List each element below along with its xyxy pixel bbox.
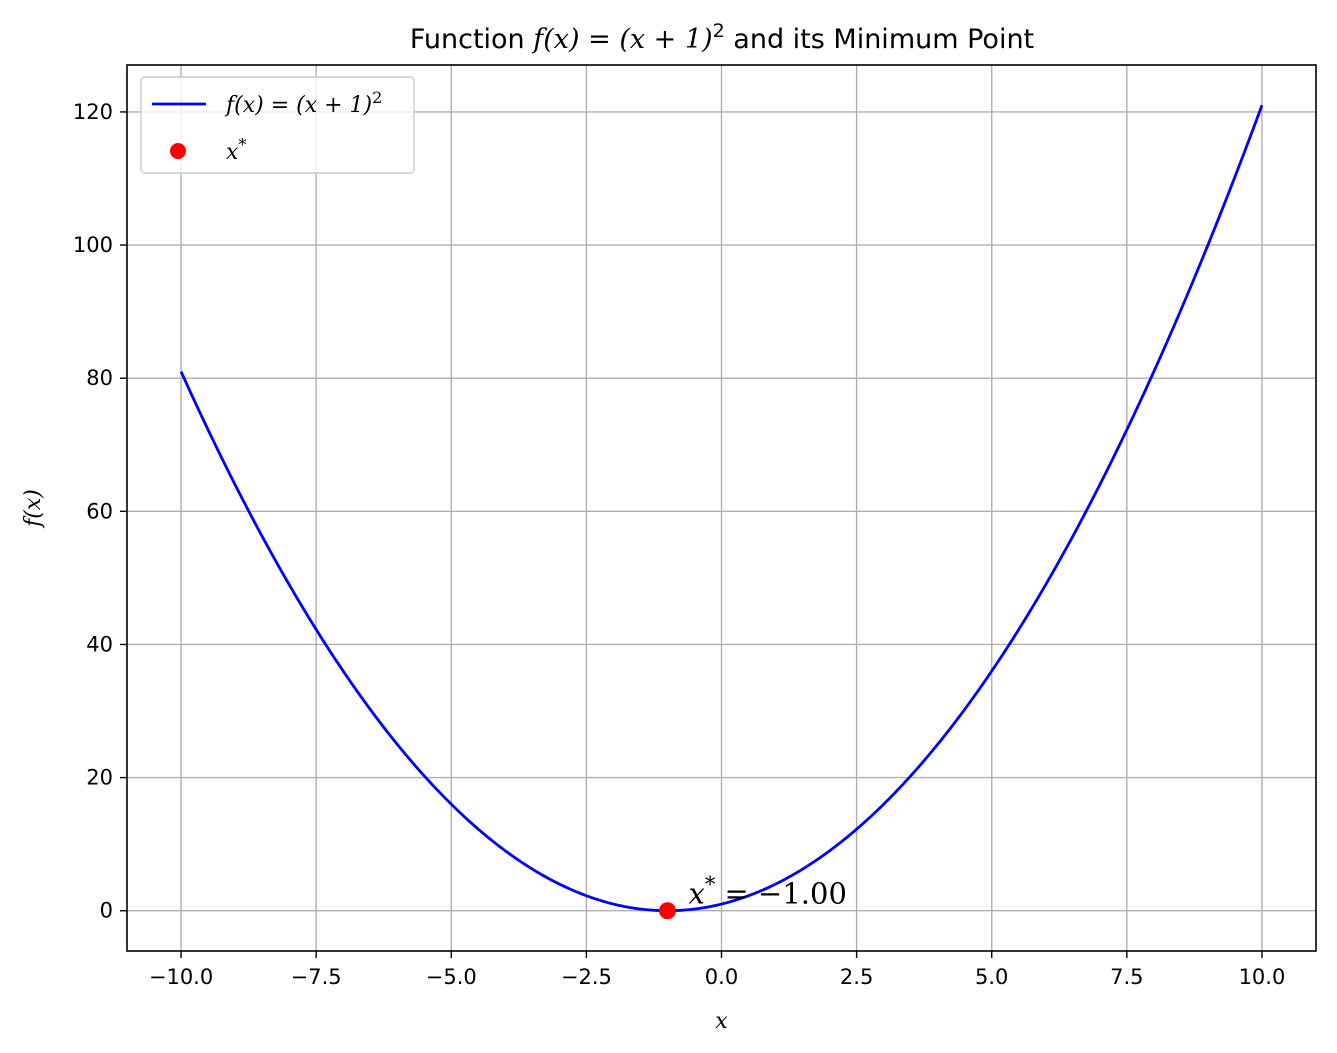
annotation-value: = −1.00 <box>715 877 847 911</box>
y-axis: 0 20 40 60 80 100 120 <box>73 100 127 923</box>
x-tick-label: 0.0 <box>705 965 738 989</box>
x-tick-label: 10.0 <box>1239 965 1286 989</box>
legend-minimum-superscript: * <box>238 135 246 154</box>
y-axis-label: f(x) <box>21 489 46 529</box>
minimum-point-marker <box>658 902 676 920</box>
x-tick-label: 7.5 <box>1110 965 1143 989</box>
x-tick-label: 2.5 <box>840 965 873 989</box>
x-tick-label: −10.0 <box>149 965 213 989</box>
legend-minimum-math: x <box>226 140 239 165</box>
legend-marker-swatch <box>170 143 186 159</box>
minimum-annotation: x* = −1.00 <box>688 873 846 911</box>
y-tick-label: 60 <box>86 499 113 523</box>
y-tick-label: 40 <box>86 632 113 656</box>
x-tick-label: −2.5 <box>561 965 612 989</box>
legend-box <box>140 76 415 174</box>
x-axis-label: x <box>715 1009 728 1034</box>
legend: f(x) = (x + 1)2 x* <box>140 76 415 174</box>
chart-title: Function f(x) = (x + 1)2 and its Minimum… <box>410 20 1034 55</box>
legend-function-superscript: 2 <box>372 88 382 107</box>
title-superscript: 2 <box>713 20 725 42</box>
legend-label-minimum: x* <box>226 135 246 165</box>
legend-function-math: f(x) = (x + 1) <box>224 93 372 118</box>
annotation-math: x <box>688 877 704 911</box>
x-tick-label: −7.5 <box>291 965 342 989</box>
y-tick-label: 120 <box>73 100 113 124</box>
y-tick-label: 80 <box>86 366 113 390</box>
x-tick-label: −5.0 <box>426 965 477 989</box>
series-layer <box>179 104 1264 920</box>
title-math: f(x) = (x + 1) <box>531 24 712 55</box>
y-tick-label: 20 <box>86 766 113 790</box>
x-tick-label: 5.0 <box>975 965 1008 989</box>
y-tick-label: 100 <box>73 233 113 257</box>
title-suffix: and its Minimum Point <box>725 24 1034 55</box>
annotation-superscript: * <box>705 873 716 897</box>
legend-label-function: f(x) = (x + 1)2 <box>224 88 382 118</box>
function-curve <box>179 104 1264 913</box>
title-prefix: Function <box>410 24 533 55</box>
x-axis: −10.0 −7.5 −5.0 −2.5 0.0 2.5 5.0 7.5 10.0 <box>149 951 1285 989</box>
y-tick-label: 0 <box>100 899 113 923</box>
